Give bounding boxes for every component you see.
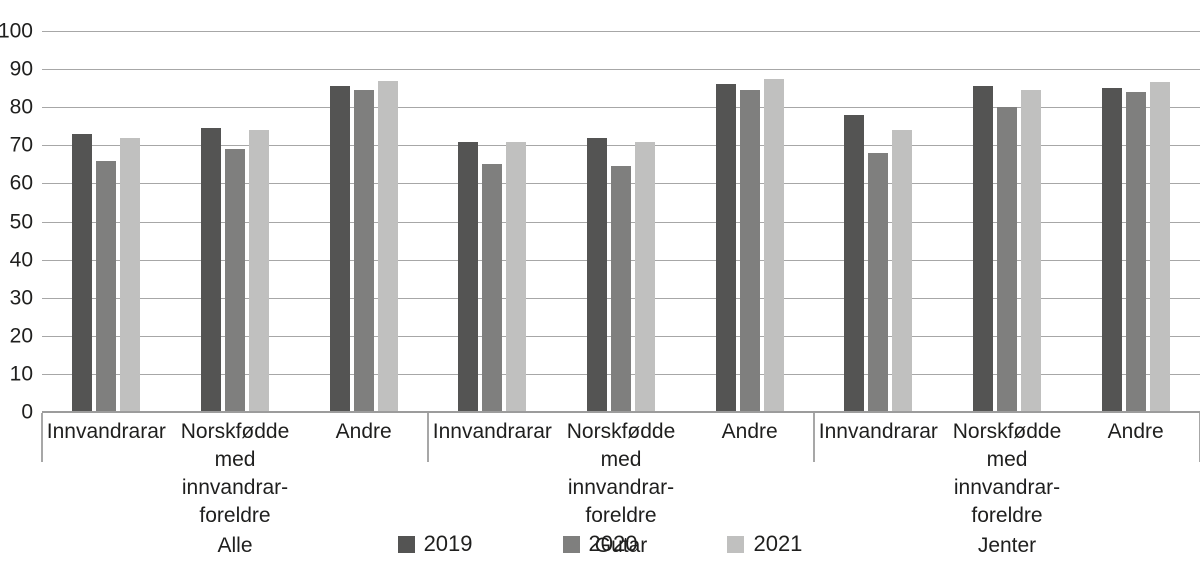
bar-groups (42, 31, 1200, 412)
y-tick-label: 100 (0, 19, 33, 43)
category-cell (557, 31, 686, 412)
category-label: Norskfødde med innvandrar- foreldre (952, 420, 1062, 527)
bar-2020 (482, 164, 503, 412)
legend: 2019 2020 2021 (0, 533, 1200, 555)
gridline (42, 145, 1200, 147)
gridline (42, 69, 1200, 71)
y-tick-label: 30 (9, 286, 33, 310)
bar-2021 (763, 78, 784, 412)
y-tick-label: 20 (9, 324, 33, 348)
bar-2021 (377, 80, 398, 412)
group-separator-tick (813, 413, 815, 462)
plot-area (42, 31, 1200, 413)
bar-2021 (635, 141, 655, 412)
bar-group (428, 31, 814, 412)
y-axis-labels: 0 10 20 30 40 50 60 70 80 90 100 (0, 21, 33, 423)
y-tick-label: 60 (9, 171, 33, 195)
x-axis-group: Innvandrarar Norskfødde med innvandrar- f… (427, 413, 814, 558)
bar-2020 (997, 107, 1017, 412)
bar-2019 (1101, 88, 1122, 412)
legend-swatch (727, 535, 745, 553)
group-label: Jenter (977, 534, 1037, 557)
bar-2019 (72, 133, 93, 412)
bar-2021 (120, 137, 141, 412)
category-label-row: Innvandrarar Norskfødde med innvandrar- f… (428, 413, 814, 530)
category-cell (428, 31, 557, 412)
bar-group (814, 31, 1200, 412)
legend-swatch (562, 535, 580, 553)
x-axis-group: Innvandrarar Norskfødde med innvandrar- f… (813, 413, 1200, 558)
group-label: Alle (217, 534, 253, 557)
category-label: Innvandrarar (432, 420, 552, 443)
legend-item: 2020 (562, 531, 638, 556)
group-separator-tick (427, 413, 429, 462)
gridline (42, 107, 1200, 109)
category-cell (814, 31, 943, 412)
bar-2021 (506, 141, 527, 412)
bar-2019 (973, 86, 993, 412)
category-label-row: Innvandrarar Norskfødde med innvandrar- f… (42, 413, 428, 530)
legend-label: 2019 (423, 531, 473, 556)
legend-label: 2020 (588, 531, 638, 556)
legend-item: 2019 (397, 531, 473, 556)
y-tick-label: 10 (9, 362, 33, 386)
bar-2020 (353, 90, 374, 412)
category-label: Innvandrarar (46, 420, 166, 443)
group-label: Gutar (594, 534, 648, 557)
category-cell (171, 31, 300, 412)
y-tick-label: 0 (21, 400, 33, 424)
bar-2020 (96, 160, 117, 412)
bar-2020 (1125, 91, 1146, 412)
category-label: Andre (1107, 420, 1164, 443)
category-cell (685, 31, 814, 412)
bar-group (42, 31, 428, 412)
x-axis-baseline (42, 411, 1200, 413)
category-cell (1071, 31, 1200, 412)
bar-2021 (1021, 90, 1041, 412)
legend-item: 2021 (727, 533, 802, 555)
category-label: Norskfødde med innvandrar- foreldre (180, 420, 290, 527)
y-tick-label: 50 (9, 210, 33, 233)
bar-2019 (715, 84, 736, 412)
y-tick-label: 40 (9, 248, 33, 272)
category-cell (299, 31, 428, 412)
category-label: Norskfødde med innvandrar- foreldre (566, 420, 676, 527)
bar-2021 (892, 130, 913, 412)
gridline (42, 31, 1200, 32)
x-axis-label-area: Innvandrarar Norskfødde med innvandrar- f… (41, 413, 1200, 558)
bar-2019 (587, 137, 607, 412)
bar-2019 (329, 86, 350, 412)
bar-2020 (225, 149, 245, 412)
y-tick-label: 70 (9, 133, 33, 157)
bar-2019 (844, 114, 865, 412)
bar-2020 (739, 90, 760, 412)
group-separator-tick (41, 413, 43, 462)
category-label: Andre (335, 420, 392, 443)
bar-2021 (1149, 82, 1170, 412)
legend-label: 2021 (753, 531, 803, 556)
bar-2021 (249, 130, 269, 412)
legend-swatch (397, 535, 415, 553)
y-tick-label: 90 (9, 57, 33, 81)
bar-2020 (868, 152, 889, 412)
bar-2019 (201, 128, 221, 412)
bar-2019 (458, 141, 479, 412)
category-cell (42, 31, 171, 412)
category-label-row: Innvandrarar Norskfødde med innvandrar- f… (814, 413, 1200, 530)
category-cell (943, 31, 1072, 412)
bar-2020 (611, 166, 631, 412)
x-axis-group: Innvandrarar Norskfødde med innvandrar- f… (41, 413, 428, 558)
category-label: Andre (721, 420, 778, 443)
y-tick-label: 80 (9, 95, 33, 119)
category-label: Innvandrarar (818, 420, 938, 443)
